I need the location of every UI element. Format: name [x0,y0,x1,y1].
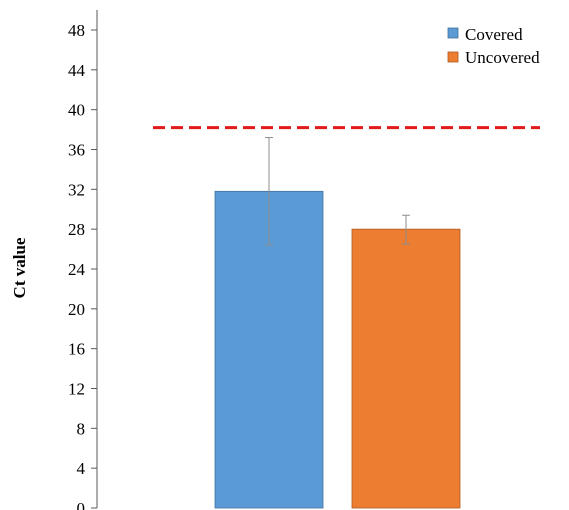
bar-uncovered [351,228,461,509]
y-tick-label: 40 [68,101,85,120]
y-tick-label: 36 [68,141,85,160]
y-tick-label: 32 [68,180,85,199]
y-tick-label: 48 [68,21,85,40]
y-tick-label: 24 [68,260,86,279]
y-tick-label: 16 [68,340,85,359]
legend-item-uncovered: Uncovered [447,48,540,67]
y-tick-label: 44 [68,61,86,80]
y-tick-label: 4 [77,459,86,478]
bars [214,190,461,509]
error-bars [265,137,410,246]
y-tick-label: 0 [77,499,86,510]
legend-label-covered: Covered [465,25,523,44]
legend-swatch-uncovered [447,51,459,63]
y-axis-title: Ct value [10,237,29,298]
legend-label-uncovered: Uncovered [465,48,540,67]
y-tick-label: 20 [68,300,85,319]
y-tick-label: 28 [68,220,85,239]
y-tick-label: 8 [77,419,86,438]
legend: Covered Uncovered [447,25,540,67]
legend-item-covered: Covered [447,25,523,44]
legend-swatch-covered [447,27,459,39]
y-tick-label: 12 [68,380,85,399]
